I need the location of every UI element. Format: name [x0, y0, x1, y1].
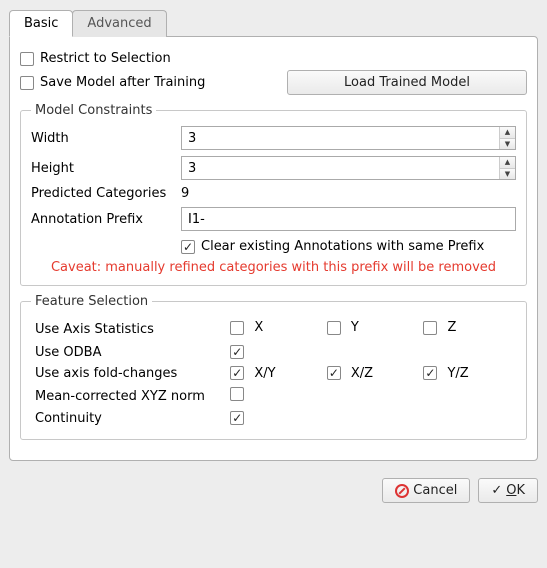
model-constraints-group: Model Constraints Width ▲ ▼ Height [20, 103, 527, 286]
height-stepper[interactable]: ▲ ▼ [181, 156, 516, 180]
fold-xy-checkbox[interactable] [230, 366, 244, 380]
tab-advanced[interactable]: Advanced [72, 10, 166, 37]
width-stepper[interactable]: ▲ ▼ [181, 126, 516, 150]
clear-annotations-checkbox[interactable] [181, 240, 195, 254]
cancel-button[interactable]: Cancel [382, 478, 470, 503]
mean-norm-checkbox[interactable] [230, 387, 244, 401]
cancel-label: Cancel [413, 483, 457, 498]
clear-annotations-label: Clear existing Annotations with same Pre… [201, 239, 484, 254]
save-model-checkbox[interactable] [20, 76, 34, 90]
height-step-up[interactable]: ▲ [500, 157, 515, 169]
annotation-prefix-label: Annotation Prefix [31, 212, 181, 227]
height-step-down[interactable]: ▼ [500, 169, 515, 180]
annotation-prefix-input[interactable] [181, 207, 516, 231]
width-step-up[interactable]: ▲ [500, 127, 515, 139]
fold-yz-label: Y/Z [447, 366, 468, 381]
ok-button[interactable]: ✓ OK [478, 478, 538, 503]
save-model-label: Save Model after Training [40, 75, 205, 90]
fold-xy-label: X/Y [254, 366, 275, 381]
feature-selection-legend: Feature Selection [31, 294, 152, 309]
restrict-label: Restrict to Selection [40, 51, 171, 66]
ok-label: OK [506, 483, 525, 498]
axis-stats-x-label: X [254, 320, 263, 335]
fold-yz-checkbox[interactable] [423, 366, 437, 380]
tab-panel-basic: Restrict to Selection Save Model after T… [9, 36, 538, 461]
axis-stats-y-checkbox[interactable] [327, 321, 341, 335]
odba-checkbox[interactable] [230, 345, 244, 359]
tab-basic[interactable]: Basic [9, 10, 73, 37]
axis-stats-z-checkbox[interactable] [423, 321, 437, 335]
fold-changes-label: Use axis fold-changes [31, 363, 226, 385]
fold-xz-label: X/Z [351, 366, 373, 381]
height-label: Height [31, 161, 181, 176]
odba-label: Use ODBA [31, 342, 226, 363]
caveat-note: Caveat: manually refined categories with… [31, 260, 516, 275]
restrict-checkbox[interactable] [20, 52, 34, 66]
predicted-categories-value: 9 [181, 186, 516, 201]
model-constraints-legend: Model Constraints [31, 103, 156, 118]
continuity-label: Continuity [31, 408, 226, 429]
axis-stats-label: Use Axis Statistics [31, 317, 226, 342]
cancel-icon [395, 484, 409, 498]
feature-selection-group: Feature Selection Use Axis Statistics X … [20, 294, 527, 440]
axis-stats-z-label: Z [447, 320, 456, 335]
height-input[interactable] [182, 157, 499, 179]
axis-stats-x-checkbox[interactable] [230, 321, 244, 335]
continuity-checkbox[interactable] [230, 411, 244, 425]
width-label: Width [31, 131, 181, 146]
load-trained-model-button[interactable]: Load Trained Model [287, 70, 527, 95]
check-icon: ✓ [491, 483, 502, 498]
fold-xz-checkbox[interactable] [327, 366, 341, 380]
width-step-down[interactable]: ▼ [500, 139, 515, 150]
axis-stats-y-label: Y [351, 320, 359, 335]
predicted-categories-label: Predicted Categories [31, 186, 181, 201]
mean-norm-label: Mean-corrected XYZ norm [31, 384, 226, 408]
width-input[interactable] [182, 127, 499, 149]
